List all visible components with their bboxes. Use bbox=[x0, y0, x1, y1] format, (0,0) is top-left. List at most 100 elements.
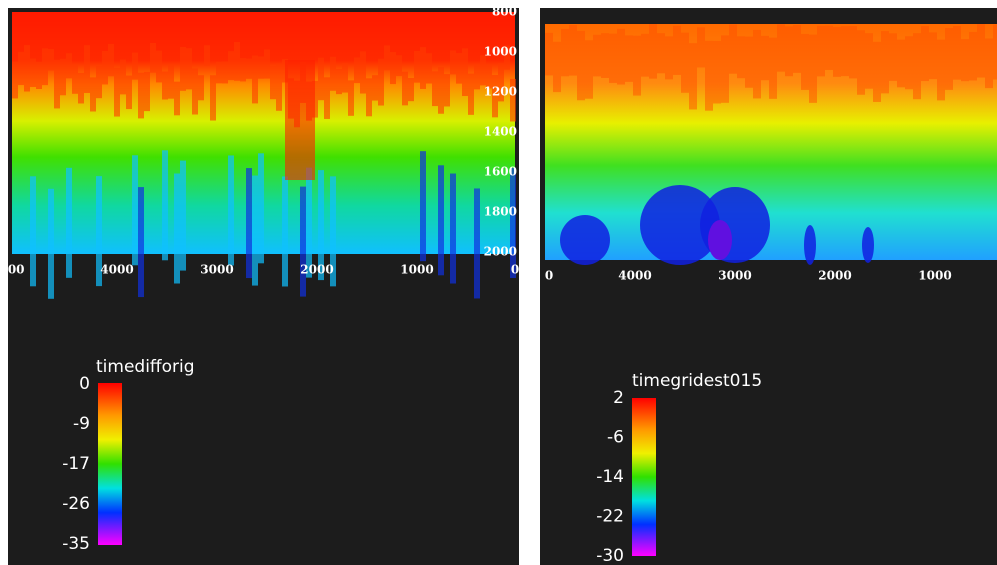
heat-cell bbox=[180, 47, 186, 91]
heat-cell bbox=[234, 42, 240, 81]
heat-cell bbox=[318, 170, 324, 281]
heat-cell bbox=[985, 38, 993, 89]
heat-cell bbox=[857, 30, 865, 95]
heat-cell bbox=[633, 35, 641, 96]
heat-cell bbox=[745, 36, 753, 88]
heat-cell bbox=[809, 34, 817, 103]
heat-cell bbox=[318, 57, 324, 101]
heat-cell bbox=[174, 81, 180, 116]
heat-cell bbox=[545, 32, 553, 76]
heat-cell bbox=[246, 58, 252, 79]
heat-cell bbox=[222, 61, 228, 84]
heat-cell bbox=[498, 63, 504, 102]
heat-cell bbox=[969, 31, 977, 81]
heat-cell bbox=[24, 45, 30, 92]
heat-cell bbox=[873, 41, 881, 102]
heat-cell bbox=[793, 25, 801, 73]
heat-cell bbox=[801, 33, 809, 90]
x-tick-label: 0 bbox=[511, 263, 519, 277]
heat-blob bbox=[708, 220, 732, 260]
heat-cell bbox=[198, 75, 204, 101]
heat-cell bbox=[833, 26, 841, 77]
heat-cell bbox=[913, 33, 921, 100]
heat-cell bbox=[504, 45, 510, 70]
heat-cell bbox=[342, 63, 348, 93]
heat-cell bbox=[258, 153, 264, 264]
heat-cell bbox=[462, 48, 468, 96]
legend-label: -26 bbox=[62, 494, 90, 514]
x-tick-label: 000 bbox=[0, 263, 25, 277]
heat-cell bbox=[30, 176, 36, 287]
heat-cell bbox=[721, 35, 729, 103]
y-tick-label: 800 bbox=[492, 5, 517, 19]
legend-label: -35 bbox=[62, 534, 90, 554]
heat-cell bbox=[114, 67, 120, 117]
heat-cell bbox=[937, 39, 945, 101]
heat-cell bbox=[929, 32, 937, 80]
heat-cell bbox=[306, 167, 312, 278]
heat-blob bbox=[640, 185, 720, 265]
heat-cell bbox=[593, 34, 601, 77]
heat-cell bbox=[78, 72, 84, 104]
x-tick-label: 1000 bbox=[400, 263, 433, 277]
heat-cell bbox=[625, 35, 633, 82]
legend-label: 0 bbox=[79, 374, 90, 394]
heat-cell bbox=[168, 65, 174, 99]
heat-cell bbox=[390, 52, 396, 85]
heat-blob bbox=[804, 225, 816, 265]
heat-cell bbox=[384, 45, 390, 71]
heat-cell bbox=[729, 24, 737, 74]
heat-cell bbox=[480, 55, 486, 86]
heat-cell bbox=[252, 175, 258, 286]
y-tick-label: 1000 bbox=[484, 45, 517, 59]
legend-label: -9 bbox=[73, 414, 90, 434]
heat-cell bbox=[444, 74, 450, 107]
heat-cell bbox=[90, 77, 96, 112]
y-tick-label: 1200 bbox=[484, 85, 517, 99]
heat-cell bbox=[657, 33, 665, 74]
heat-cell bbox=[18, 51, 24, 86]
heat-cell bbox=[977, 24, 985, 78]
heat-cell bbox=[300, 186, 306, 297]
heat-cell bbox=[737, 36, 745, 79]
heat-cell bbox=[108, 43, 114, 77]
heat-cell bbox=[881, 31, 889, 94]
legend-label: -30 bbox=[596, 546, 624, 565]
heat-cell bbox=[120, 59, 126, 95]
heat-cell bbox=[258, 56, 264, 79]
heat-cell bbox=[132, 155, 138, 266]
heat-cell bbox=[150, 42, 156, 73]
heat-cell bbox=[174, 173, 180, 284]
heat-cell bbox=[510, 167, 516, 278]
heat-cell bbox=[72, 63, 78, 94]
heat-cell bbox=[246, 168, 252, 279]
heat-cell bbox=[420, 47, 426, 89]
heat-cell bbox=[204, 45, 210, 66]
heat-cell bbox=[84, 45, 90, 93]
heat-cell bbox=[681, 32, 689, 93]
heat-cell bbox=[450, 173, 456, 284]
heat-cell bbox=[889, 33, 897, 81]
heat-cell bbox=[849, 26, 857, 79]
heat-cell bbox=[705, 40, 713, 111]
heat-cell bbox=[577, 30, 585, 101]
heat-cell bbox=[961, 39, 969, 82]
heat-cell bbox=[689, 43, 697, 110]
heat-cell bbox=[761, 35, 769, 81]
heat-cell bbox=[561, 28, 569, 77]
legend-label: -6 bbox=[607, 428, 624, 448]
y-tick-label: 1600 bbox=[484, 165, 517, 179]
legend-title: timedifforig bbox=[96, 357, 195, 377]
heat-cell bbox=[753, 29, 761, 99]
heat-cell bbox=[396, 55, 402, 77]
heat-cell bbox=[60, 58, 66, 96]
heat-cell bbox=[360, 51, 366, 94]
heat-cell bbox=[649, 24, 657, 79]
heat-cell bbox=[569, 25, 577, 76]
heat-cell bbox=[228, 155, 234, 266]
heat-cell bbox=[366, 78, 372, 117]
heat-cell bbox=[336, 69, 342, 95]
x-tick-label: 4000 bbox=[618, 269, 651, 283]
heat-cell bbox=[953, 26, 961, 80]
heat-cell bbox=[825, 25, 833, 70]
